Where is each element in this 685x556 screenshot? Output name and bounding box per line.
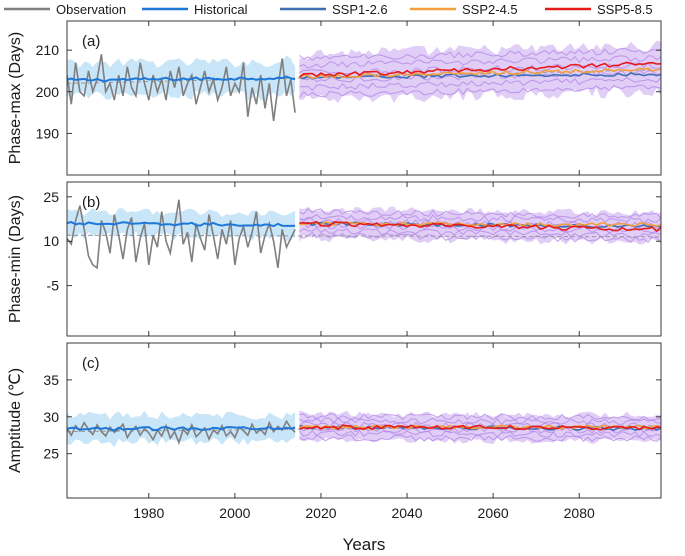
- observation-line: [67, 419, 296, 445]
- historical-line: [67, 75, 296, 83]
- y-tick-label: 210: [36, 42, 60, 58]
- x-tick-label: 2080: [564, 505, 595, 521]
- ssp-member-line: [298, 430, 661, 438]
- ssp-member-line: [299, 412, 661, 421]
- x-axis-label: Years: [343, 535, 386, 554]
- historical-line: [67, 221, 296, 228]
- trend-line: [67, 234, 661, 238]
- legend-label: SSP1-2.6: [332, 2, 388, 17]
- observation-line: [67, 54, 296, 122]
- y-tick-label: 200: [36, 84, 60, 100]
- y-tick-label: 190: [36, 125, 60, 141]
- ssp-member-line: [298, 84, 661, 98]
- ssp245-line: [298, 67, 661, 79]
- x-tick-label: 2060: [478, 505, 509, 521]
- plot-area: [67, 410, 661, 448]
- ssp585-line: [298, 61, 661, 78]
- historical-band: [67, 410, 296, 448]
- x-tick-label: 2020: [305, 505, 336, 521]
- legend-label: SSP2-4.5: [462, 2, 518, 17]
- ssp-member-line: [299, 48, 661, 61]
- ssp-member-line: [299, 208, 661, 220]
- x-tick-label: 2040: [391, 505, 422, 521]
- y-tick-label: 25: [43, 189, 59, 205]
- y-tick-label: -5: [47, 278, 60, 294]
- plot-area: [67, 40, 661, 122]
- ssp585-line: [299, 424, 661, 431]
- legend-label: SSP5-8.5: [597, 2, 653, 17]
- legend-label: Observation: [56, 2, 126, 17]
- panel-frame: [66, 342, 662, 499]
- legend: Observation Historical SSP1-2.6 SSP2-4.5 SSP…: [4, 2, 653, 17]
- y-tick-label: 35: [43, 372, 59, 388]
- panel-label: (c): [82, 355, 100, 372]
- historical-line: [67, 425, 296, 432]
- y-tick-label: 25: [43, 446, 59, 462]
- x-tick-label: 2000: [219, 505, 250, 521]
- panel-label: (b): [82, 194, 100, 211]
- y-axis-label: Phase-max (Days): [7, 32, 24, 164]
- panel-frame: [66, 20, 662, 176]
- panel-1: 190 200 210 (a) Phase-max (Days): [7, 20, 662, 176]
- x-tick-label: 1980: [133, 505, 164, 521]
- ssp-member-line: [299, 76, 661, 91]
- ssp-member-line: [299, 434, 661, 443]
- plot-area: [67, 199, 661, 270]
- panel-2: -5 10 25 (b) Phase-min (Days): [7, 181, 662, 337]
- ssp-member-line: [299, 213, 661, 225]
- panel-label: (a): [82, 33, 100, 50]
- y-axis-label: Amptitude (℃): [7, 368, 24, 473]
- panel-3: 25 30 35 1980 2000 2020 2040 2060 2080 (c) Amptitu…: [7, 342, 662, 521]
- ssp-member-line: [299, 55, 661, 69]
- ssp585-line: [299, 220, 661, 233]
- y-tick-label: 30: [43, 409, 59, 425]
- y-tick-label: 10: [43, 233, 59, 249]
- y-axis-label: Phase-min (Days): [7, 195, 24, 323]
- panels: 190 200 210 (a) Phase-max (Days) -5 10 25 (b) Pha…: [7, 20, 662, 521]
- observation-line: [67, 199, 296, 270]
- panel-frame: [66, 181, 662, 337]
- legend-label: Historical: [194, 2, 248, 17]
